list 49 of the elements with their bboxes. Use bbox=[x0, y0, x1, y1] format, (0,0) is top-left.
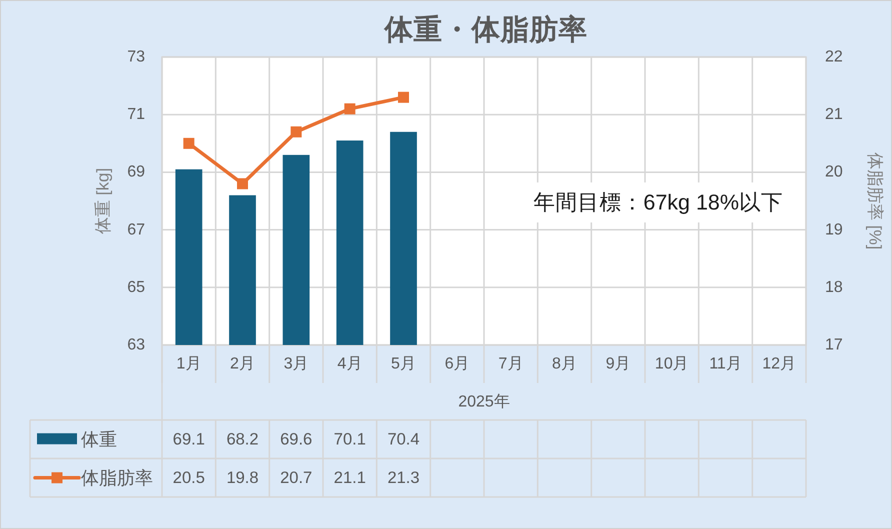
x-tick-label: 3月 bbox=[284, 356, 309, 372]
x-tick-label: 10月 bbox=[654, 356, 689, 372]
y2-tick-label: 21 bbox=[825, 106, 843, 124]
data-label: 21.3 bbox=[387, 468, 420, 487]
data-label: 69.6 bbox=[280, 430, 312, 448]
data-label: 21.1 bbox=[334, 468, 366, 487]
legend-key: 体重 bbox=[37, 429, 117, 450]
point bbox=[290, 126, 302, 138]
x-axis-title: 2025年 bbox=[458, 394, 510, 410]
y2-tick-label: 17 bbox=[825, 336, 843, 354]
data-label: 70.4 bbox=[387, 430, 420, 448]
data-label: 20.5 bbox=[172, 468, 205, 487]
y2-tick-label: 22 bbox=[825, 48, 843, 66]
x-tick-label: 2月 bbox=[230, 356, 255, 372]
data-label: 70.1 bbox=[334, 430, 366, 448]
data-table: 体重 69.1 68.2 69.6 70.1 70.4 体脂肪率 20.5 19.8 20.7 21.1 21.3 bbox=[29, 419, 807, 498]
y-tick-label: 65 bbox=[127, 278, 146, 296]
data-label: 19.8 bbox=[226, 468, 259, 487]
y-axis-title: 体重 [kg] bbox=[94, 168, 112, 234]
y2-tick-label: 19 bbox=[825, 221, 843, 238]
data-label: 68.2 bbox=[226, 430, 259, 448]
point bbox=[237, 178, 248, 190]
y-tick-label: 69 bbox=[127, 164, 146, 181]
y-tick-label: 73 bbox=[127, 48, 146, 66]
x-tick-label: 12月 bbox=[762, 356, 796, 372]
x-tick-label: 4月 bbox=[337, 356, 362, 372]
data-label: 20.7 bbox=[280, 468, 312, 487]
y-tick-label: 67 bbox=[127, 221, 146, 238]
x-tick-label: 6月 bbox=[444, 356, 470, 372]
y-tick-label: 71 bbox=[127, 106, 146, 124]
legend-label: 体重 bbox=[81, 429, 117, 450]
x-tick-label: 5月 bbox=[391, 356, 416, 372]
point bbox=[183, 138, 194, 149]
x-tick-label: 1月 bbox=[176, 356, 202, 372]
chart-title: 体重・体脂肪率 bbox=[384, 13, 588, 46]
annotation: 年間目標：67kg 18%以下 bbox=[533, 190, 783, 214]
legend-key: 体脂肪率 bbox=[33, 468, 153, 488]
x-tick-label: 11月 bbox=[709, 356, 742, 372]
data-label: 69.1 bbox=[172, 430, 205, 448]
point bbox=[344, 103, 356, 114]
x-tick-label: 7月 bbox=[498, 356, 524, 372]
point bbox=[398, 92, 409, 103]
y-tick-label: 63 bbox=[127, 336, 146, 354]
x-tick-label: 8月 bbox=[552, 356, 577, 372]
y2-axis-title: 体脂肪率 [%] bbox=[866, 152, 884, 250]
legend-label: 体脂肪率 bbox=[81, 468, 153, 488]
y2-tick-label: 18 bbox=[825, 278, 843, 296]
y2-tick-label: 20 bbox=[825, 164, 843, 181]
x-tick-label: 9月 bbox=[606, 356, 631, 372]
